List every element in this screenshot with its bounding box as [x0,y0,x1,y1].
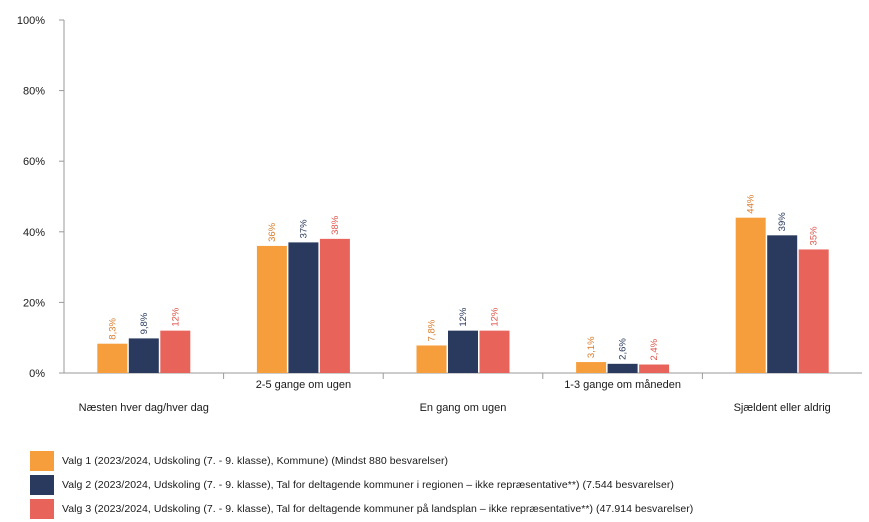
data-label: 37% [298,219,309,239]
bar [97,343,128,373]
legend-swatch [30,451,54,471]
data-label: 12% [490,307,501,327]
x-tick-label: Næsten hver dag/hver dag [79,402,209,414]
bar [416,345,447,373]
legend-label: Valg 1 (2023/2024, Udskoling (7. - 9. kl… [62,455,449,467]
data-label: 7,8% [427,319,438,341]
y-axis: 0% 20% 40% 60% 80% 100% [17,15,65,380]
data-label: 38% [330,215,341,235]
bar [735,217,766,373]
x-tick-label: Sjældent eller aldrig [734,402,831,414]
bar [448,330,478,373]
data-label: 12% [458,307,469,327]
bar [479,330,510,373]
bar [607,363,638,373]
bar [798,249,829,373]
bar [319,238,350,373]
bar [576,362,607,373]
bar-chart: 0% 20% 40% 60% 80% 100% Næsten hver dag/hver … [17,15,862,414]
x-tick-label: 1-3 gange om måneden [564,379,681,391]
legend-label: Valg 3 (2023/2024, Udskoling (7. - 9. kl… [62,503,694,515]
data-label: 2,4% [649,338,660,360]
x-tick-label: En gang om ugen [420,402,507,414]
data-label: 35% [809,226,820,246]
legend-item: Valg 3 (2023/2024, Udskoling (7. - 9. kl… [30,497,869,521]
bar [767,235,798,373]
bar [639,364,670,373]
legend-item: Valg 2 (2023/2024, Udskoling (7. - 9. kl… [30,473,869,497]
x-axis: Næsten hver dag/hver dag 2-5 gange om uge… [64,372,862,414]
legend: Valg 1 (2023/2024, Udskoling (7. - 9. kl… [30,449,869,521]
data-label: 12% [170,307,181,327]
data-label: 39% [777,212,788,232]
y-tick-label: 80% [23,86,45,98]
y-tick-label: 20% [23,297,45,309]
bar [288,242,319,373]
data-label: 2,6% [618,338,629,360]
legend-label: Valg 2 (2023/2024, Udskoling (7. - 9. kl… [62,479,674,491]
legend-swatch [30,499,54,519]
y-tick-label: 60% [23,156,45,168]
y-tick-label: 40% [23,227,45,239]
data-label: 3,1% [586,336,597,358]
y-tick-label: 100% [17,15,45,27]
bars [97,217,829,373]
x-tick-label: 2-5 gange om ugen [256,379,351,391]
bar [160,330,191,373]
data-label: 9,8% [139,312,150,334]
data-labels: 8,3% 9,8% 12% 36% 37% 38% 7,8% 12% 12% 3,1% 2,6% 2,… [107,194,819,360]
bar [256,245,287,373]
data-label: 8,3% [107,317,118,339]
y-tick-label: 0% [29,368,45,380]
legend-item: Valg 1 (2023/2024, Udskoling (7. - 9. kl… [30,449,869,473]
data-label: 36% [267,222,278,242]
legend-swatch [30,475,54,495]
data-label: 44% [746,194,757,214]
bar [128,338,159,373]
